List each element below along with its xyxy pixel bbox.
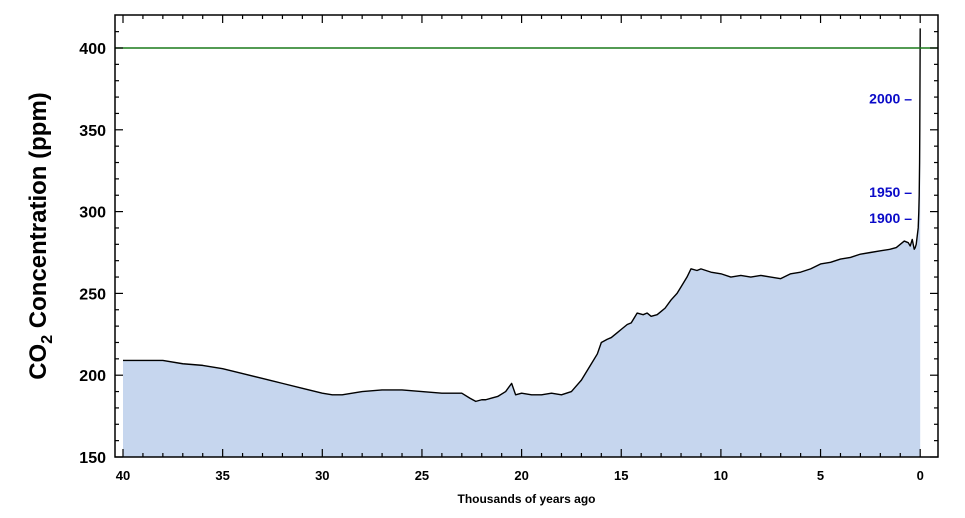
year-annotation: 1950 – <box>869 184 912 200</box>
x-tick-label: 30 <box>315 468 329 483</box>
x-tick-label: 40 <box>116 468 130 483</box>
year-annotation: 2000 – <box>869 91 912 107</box>
y-axis-title-subscript: 2 <box>39 335 56 344</box>
y-tick-label: 200 <box>79 368 106 385</box>
x-axis-title: Thousands of years ago <box>457 492 595 506</box>
y-axis-title: CO2 Concentration (ppm) <box>25 92 56 380</box>
x-tick-label: 35 <box>215 468 229 483</box>
y-axis-title-main: CO <box>25 344 52 380</box>
y-tick-label: 150 <box>79 450 106 467</box>
plot-area: 40 35 30 25 20 15 10 5 0 150 200 250 300 350 400 2000 –… <box>79 14 939 483</box>
x-tick-label: 5 <box>817 468 824 483</box>
y-tick-label: 300 <box>79 205 106 222</box>
y-axis-title-rest: Concentration (ppm) <box>25 92 52 335</box>
co2-series-line <box>123 28 921 403</box>
y-tick-label: 350 <box>79 123 106 140</box>
y-tick-label: 250 <box>79 286 106 303</box>
co2-area-fill <box>123 28 921 458</box>
x-tick-label: 15 <box>614 468 628 483</box>
x-tick-label: 20 <box>514 468 528 483</box>
year-annotation: 1900 – <box>869 210 912 226</box>
x-tick-label: 10 <box>714 468 728 483</box>
y-tick-label: 400 <box>79 41 106 58</box>
x-tick-label: 0 <box>917 468 924 483</box>
plot-frame <box>114 14 939 458</box>
x-tick-label: 25 <box>415 468 429 483</box>
